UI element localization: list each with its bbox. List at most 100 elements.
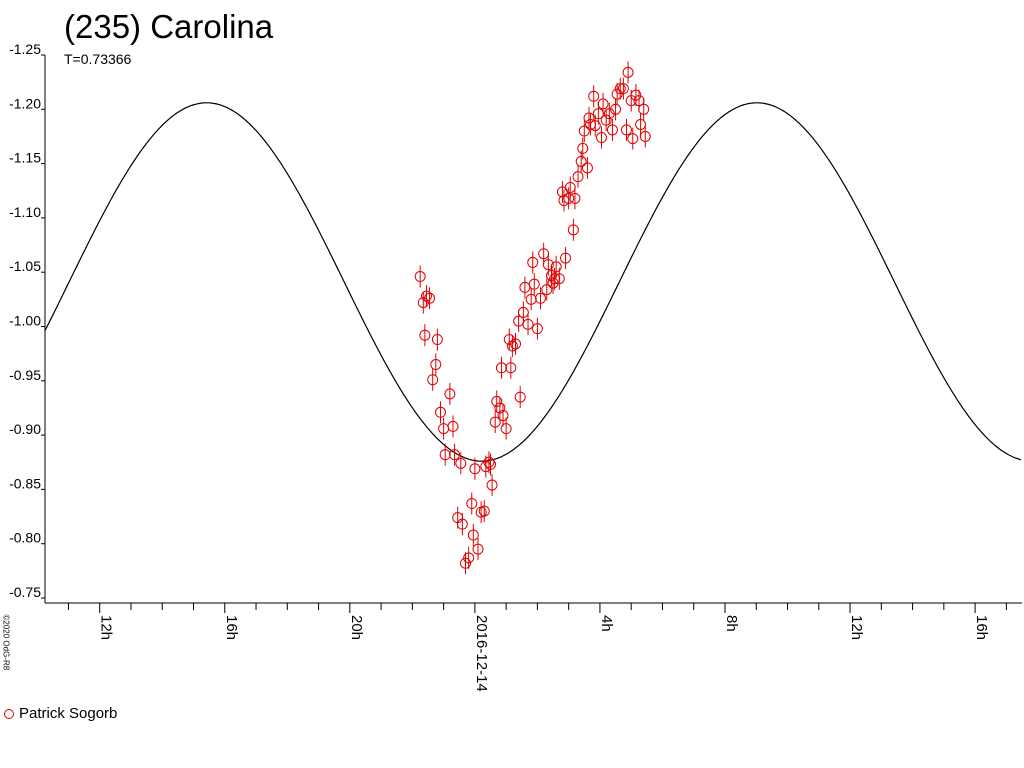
data-point bbox=[424, 292, 436, 304]
data-point bbox=[527, 256, 539, 268]
data-point bbox=[541, 284, 553, 296]
data-point bbox=[542, 259, 554, 271]
data-point bbox=[606, 124, 618, 136]
data-point bbox=[439, 449, 451, 461]
y-tick-label: -0.90 bbox=[9, 421, 41, 437]
x-tick-label: 8h bbox=[723, 615, 740, 632]
data-point bbox=[535, 292, 547, 304]
model-curve-layer bbox=[44, 102, 1022, 462]
data-point bbox=[497, 410, 509, 422]
y-tick-label: -1.00 bbox=[9, 313, 41, 329]
data-point bbox=[463, 552, 475, 564]
y-tick-label: -0.85 bbox=[9, 475, 41, 491]
y-tick-label: -0.95 bbox=[9, 367, 41, 383]
data-points-layer bbox=[414, 61, 651, 575]
data-point bbox=[456, 518, 468, 530]
data-point bbox=[427, 374, 439, 386]
data-point bbox=[638, 103, 650, 115]
x-tick-label: 16h bbox=[973, 615, 990, 640]
data-point bbox=[567, 224, 579, 236]
data-point bbox=[430, 359, 442, 371]
data-point bbox=[495, 362, 507, 374]
data-point bbox=[434, 406, 446, 418]
data-point bbox=[575, 155, 587, 167]
data-point bbox=[483, 456, 495, 468]
data-point bbox=[485, 458, 497, 470]
model-curve bbox=[44, 102, 1022, 462]
legend-marker-icon bbox=[4, 708, 14, 719]
data-point bbox=[486, 479, 498, 491]
data-point bbox=[455, 457, 467, 469]
data-point bbox=[449, 449, 461, 461]
data-point bbox=[611, 88, 623, 100]
data-point bbox=[494, 402, 506, 414]
data-point bbox=[614, 83, 626, 95]
data-point bbox=[572, 171, 584, 183]
x-tick-label: 12h bbox=[98, 615, 115, 640]
data-point bbox=[553, 273, 565, 285]
data-point bbox=[583, 112, 595, 124]
data-point bbox=[610, 103, 622, 115]
x-tick-label: 16h bbox=[223, 615, 240, 640]
data-point bbox=[447, 420, 459, 432]
data-point bbox=[466, 498, 478, 510]
data-point bbox=[431, 334, 443, 346]
data-point bbox=[630, 89, 642, 101]
data-point bbox=[522, 318, 534, 330]
chart-title: (235) Carolina bbox=[64, 8, 274, 45]
x-tick-label: 20h bbox=[348, 615, 365, 640]
data-point bbox=[578, 125, 590, 137]
data-point bbox=[500, 423, 512, 435]
data-point bbox=[589, 120, 601, 132]
data-point bbox=[444, 388, 456, 400]
data-point bbox=[510, 338, 522, 350]
data-point bbox=[597, 98, 609, 110]
data-point bbox=[478, 505, 490, 517]
x-tick-label: 4h bbox=[598, 615, 615, 632]
x-tick-label: 2016-12-14 bbox=[473, 615, 490, 692]
data-point bbox=[639, 130, 651, 142]
data-point bbox=[505, 362, 517, 374]
data-point bbox=[617, 83, 629, 95]
y-axis: -1.25 -1.20 -1.15 -1.10 -1.05 -1.00 -0.95 -0.90… bbox=[9, 41, 46, 603]
chart-subtitle: T=0.73366 bbox=[64, 51, 132, 67]
data-point bbox=[588, 90, 600, 102]
data-point bbox=[600, 114, 612, 126]
legend-label: Patrick Sogorb bbox=[19, 705, 118, 722]
data-point bbox=[531, 323, 543, 335]
x-axis: 12h 16h 20h 2016-12-14 4h 8h 12h 16h bbox=[45, 602, 1022, 692]
data-point bbox=[622, 66, 634, 78]
data-point bbox=[563, 192, 575, 204]
data-point bbox=[460, 557, 472, 569]
legend: Patrick Sogorb bbox=[4, 705, 117, 722]
y-tick-label: -1.10 bbox=[9, 204, 41, 220]
data-point bbox=[621, 124, 633, 136]
y-tick-label: -0.75 bbox=[9, 584, 41, 600]
copyright-note: ©2020 OdG-R8 bbox=[1, 614, 11, 671]
data-point bbox=[528, 278, 540, 290]
data-point bbox=[595, 132, 607, 144]
y-tick-label: -1.25 bbox=[9, 41, 41, 57]
y-tick-label: -0.80 bbox=[9, 530, 41, 546]
data-point bbox=[419, 329, 431, 341]
data-point bbox=[420, 290, 432, 302]
x-tick-label: 12h bbox=[848, 615, 865, 640]
y-tick-label: -1.15 bbox=[9, 150, 41, 166]
data-point bbox=[489, 416, 501, 428]
data-point bbox=[506, 340, 518, 352]
y-tick-label: -1.05 bbox=[9, 258, 41, 274]
data-point bbox=[472, 543, 484, 555]
data-point bbox=[469, 463, 481, 475]
data-point bbox=[635, 119, 647, 131]
data-point bbox=[414, 271, 426, 283]
data-point bbox=[581, 162, 593, 174]
data-point bbox=[569, 192, 581, 204]
y-tick-label: -1.20 bbox=[9, 95, 41, 111]
data-point bbox=[467, 529, 479, 541]
data-point bbox=[491, 395, 503, 407]
data-point bbox=[577, 142, 589, 154]
data-point bbox=[627, 133, 639, 145]
data-point bbox=[550, 261, 562, 273]
data-point bbox=[560, 252, 572, 264]
